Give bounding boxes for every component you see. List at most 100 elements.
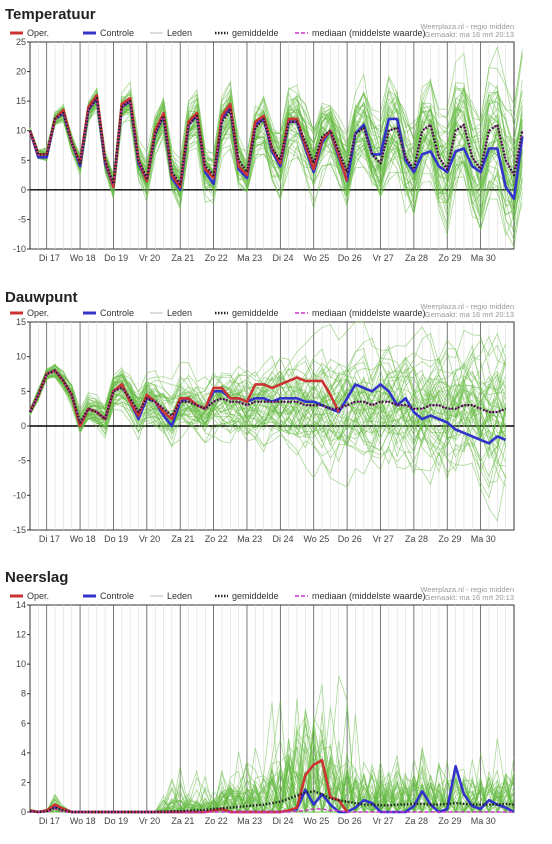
x-tick-label: Do 26 <box>338 534 362 544</box>
x-tick-label: Wo 25 <box>303 534 329 544</box>
credit-source: Weerplaza.nl - regio midden <box>420 22 514 31</box>
y-tick-label: 20 <box>16 67 26 77</box>
x-tick-label: Zo 22 <box>205 534 228 544</box>
oper-series-line <box>28 369 340 428</box>
ensemble-member-line <box>29 372 507 484</box>
chart-panel-neerslag: Neerslag Oper. Controle Leden gemiddelde med… <box>0 565 552 844</box>
legend-label-mediaan: mediaan (middelste waarde) <box>312 591 426 601</box>
x-tick-label: Wo 18 <box>70 816 96 826</box>
y-tick-label: 0 <box>21 807 26 817</box>
legend-label-leden: Leden <box>167 28 192 38</box>
credit-source: Weerplaza.nl - regio midden <box>420 585 514 594</box>
neerslag-chart: Oper. Controle Leden gemiddelde mediaan (mid… <box>10 585 515 826</box>
x-tick-label: Do 19 <box>104 816 128 826</box>
y-tick-label: 2 <box>21 777 26 787</box>
x-tick-label: Di 24 <box>273 253 294 263</box>
chart-panel-temperatuur: Temperatuur Oper. Controle Leden gemiddelde… <box>0 0 552 270</box>
x-tick-label: Zo 22 <box>205 816 228 826</box>
legend-label-controle: Controle <box>100 28 134 38</box>
y-tick-label: 4 <box>21 748 26 758</box>
legend-label-gemiddelde: gemiddelde <box>232 591 279 601</box>
ensemble-member-line <box>29 371 506 499</box>
credit-created: Gemaakt: ma 16 mrt 20:13 <box>425 30 514 39</box>
ensemble-member-line <box>29 358 507 439</box>
credit-source: Weerplaza.nl - regio midden <box>420 302 514 311</box>
ensemble-member-line <box>29 375 507 479</box>
chart-title: Neerslag <box>5 569 69 586</box>
credit-created: Gemaakt: ma 16 mrt 20:13 <box>425 593 514 602</box>
legend-label-leden: Leden <box>167 308 192 318</box>
legend-label-mediaan: mediaan (middelste waarde) <box>312 308 426 318</box>
mediaan-series-line <box>30 808 514 813</box>
gemiddelde-series-line <box>29 790 515 814</box>
y-tick-label: -5 <box>18 214 26 224</box>
x-tick-label: Do 26 <box>338 253 362 263</box>
y-tick-label: 25 <box>16 37 26 47</box>
legend-label-mediaan: mediaan (middelste waarde) <box>312 28 426 38</box>
x-tick-label: Vr 27 <box>373 816 394 826</box>
legend-label-gemiddelde: gemiddelde <box>232 28 279 38</box>
x-tick-label: Di 17 <box>39 816 60 826</box>
x-tick-label: Ma 30 <box>471 253 496 263</box>
y-tick-label: 8 <box>21 689 26 699</box>
x-tick-label: Do 26 <box>338 816 362 826</box>
y-tick-label: -5 <box>18 456 26 466</box>
ensemble-member-line <box>29 89 523 196</box>
x-tick-label: Zo 29 <box>438 534 461 544</box>
x-tick-label: Ma 30 <box>471 534 496 544</box>
ensemble-member-line <box>29 95 523 236</box>
chart-panel-dauwpunt: Dauwpunt Oper. Controle Leden gemiddelde med… <box>0 285 552 555</box>
x-tick-label: Wo 25 <box>303 253 329 263</box>
x-tick-label: Wo 18 <box>70 253 96 263</box>
y-tick-label: 15 <box>16 96 26 106</box>
legend-label-controle: Controle <box>100 591 134 601</box>
x-tick-label: Vr 20 <box>139 816 160 826</box>
chart-title: Dauwpunt <box>5 289 78 306</box>
chart-title: Temperatuur <box>5 6 96 23</box>
x-tick-label: Ma 23 <box>237 816 262 826</box>
x-tick-label: Di 17 <box>39 253 60 263</box>
x-tick-label: Zo 22 <box>205 253 228 263</box>
x-tick-label: Za 21 <box>171 253 194 263</box>
x-tick-label: Vr 27 <box>373 534 394 544</box>
legend-label-oper: Oper. <box>27 308 49 318</box>
y-tick-label: -15 <box>13 525 26 535</box>
x-tick-label: Ma 23 <box>237 253 262 263</box>
x-tick-label: Zo 29 <box>438 816 461 826</box>
x-tick-label: Wo 18 <box>70 534 96 544</box>
y-tick-label: 0 <box>21 185 26 195</box>
legend-label-oper: Oper. <box>27 28 49 38</box>
ensemble-member-line <box>29 87 523 214</box>
x-tick-label: Wo 25 <box>303 816 329 826</box>
x-tick-label: Do 19 <box>104 253 128 263</box>
y-tick-label: 10 <box>16 659 26 669</box>
gemiddelde-series-line <box>28 96 524 186</box>
y-tick-label: 14 <box>16 600 26 610</box>
y-tick-label: 5 <box>21 386 26 396</box>
x-tick-label: Di 24 <box>273 534 294 544</box>
x-tick-label: Za 28 <box>405 534 428 544</box>
y-tick-label: 6 <box>21 718 26 728</box>
temperatuur-chart: Oper. Controle Leden gemiddelde mediaan (mid… <box>10 22 524 263</box>
x-tick-label: Za 28 <box>405 253 428 263</box>
y-tick-label: 0 <box>21 421 26 431</box>
gemiddelde-series-line <box>28 369 507 424</box>
x-tick-label: Ma 30 <box>471 816 496 826</box>
x-tick-label: Ma 23 <box>237 534 262 544</box>
ensemble-member-line <box>29 321 507 443</box>
x-tick-label: Do 19 <box>104 534 128 544</box>
x-tick-label: Za 28 <box>405 816 428 826</box>
y-tick-label: 5 <box>21 155 26 165</box>
legend-label-oper: Oper. <box>27 591 49 601</box>
x-tick-label: Di 17 <box>39 534 60 544</box>
x-tick-label: Za 21 <box>171 816 194 826</box>
dauwpunt-chart: Oper. Controle Leden gemiddelde mediaan (mid… <box>10 302 515 544</box>
y-tick-label: -10 <box>13 244 26 254</box>
x-tick-label: Di 24 <box>273 816 294 826</box>
legend-label-gemiddelde: gemiddelde <box>232 308 279 318</box>
y-tick-label: 12 <box>16 630 26 640</box>
ensemble-member-line <box>29 89 523 189</box>
x-tick-label: Za 21 <box>171 534 194 544</box>
x-tick-label: Vr 20 <box>139 253 160 263</box>
y-tick-label: 15 <box>16 317 26 327</box>
